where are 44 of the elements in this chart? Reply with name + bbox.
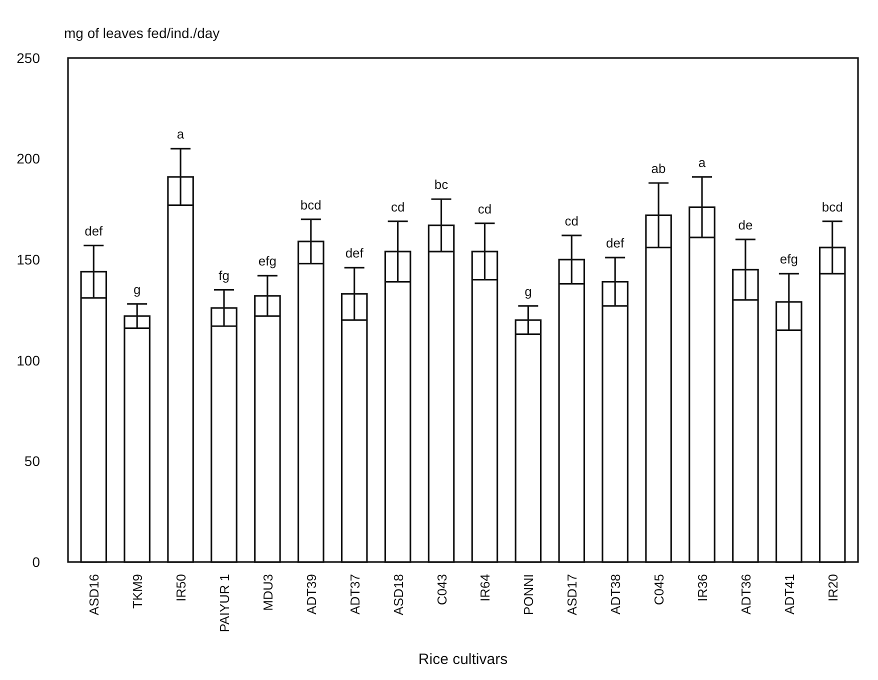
- x-tick-label: IR20: [825, 574, 840, 602]
- annotation: ab: [651, 160, 666, 176]
- annotation: bcd: [300, 197, 322, 212]
- x-tick-label: ADT37: [347, 574, 362, 614]
- x-tick-label: IR64: [478, 574, 493, 602]
- x-axis-title: Rice cultivars: [418, 651, 508, 668]
- annotation: de: [738, 217, 753, 232]
- y-tick-label: 250: [16, 50, 40, 66]
- annotation: def: [606, 236, 625, 251]
- annotation: fg: [218, 268, 230, 283]
- annotation: g: [524, 284, 532, 299]
- x-tick-label: ASD17: [564, 574, 580, 616]
- annotation: cd: [478, 201, 492, 216]
- y-tick-label: 100: [16, 352, 40, 368]
- annotation: bc: [434, 177, 449, 192]
- y-tick-label: 0: [32, 554, 40, 570]
- annotation: cd: [390, 199, 405, 214]
- x-tick-label: IR36: [695, 574, 710, 602]
- x-tick-label: TKM9: [130, 574, 146, 609]
- y-tick-label: 150: [16, 252, 40, 268]
- x-tick-label: ADT41: [782, 574, 797, 614]
- annotation: def: [345, 246, 364, 261]
- annotation: efg: [258, 254, 276, 269]
- x-tick-label: ASD18: [390, 574, 406, 616]
- x-tick-label: C045: [652, 574, 667, 606]
- annotation: g: [133, 282, 141, 297]
- x-tick-label: ADT38: [608, 574, 624, 614]
- x-tick-label: ADT36: [738, 574, 754, 614]
- x-tick-label: ADT39: [304, 574, 319, 614]
- annotation: efg: [780, 252, 798, 267]
- annotation: a: [176, 126, 185, 142]
- annotation: def: [84, 223, 104, 238]
- y-tick-label: 200: [16, 150, 40, 167]
- x-tick-label: IR50: [174, 574, 189, 602]
- x-tick-label: PONNI: [521, 574, 536, 616]
- x-tick-label: MDU3: [260, 574, 276, 611]
- annotation: cd: [564, 213, 579, 228]
- x-tick-label: C043: [434, 574, 450, 606]
- y-axis-title: mg of leaves fed/ind./day: [64, 25, 220, 41]
- y-tick-label: 50: [24, 453, 40, 470]
- annotation: bcd: [822, 199, 843, 214]
- x-tick-label: ASD16: [86, 574, 102, 616]
- annotation: a: [698, 154, 706, 170]
- x-tick-label: PAIYUR 1: [217, 574, 232, 632]
